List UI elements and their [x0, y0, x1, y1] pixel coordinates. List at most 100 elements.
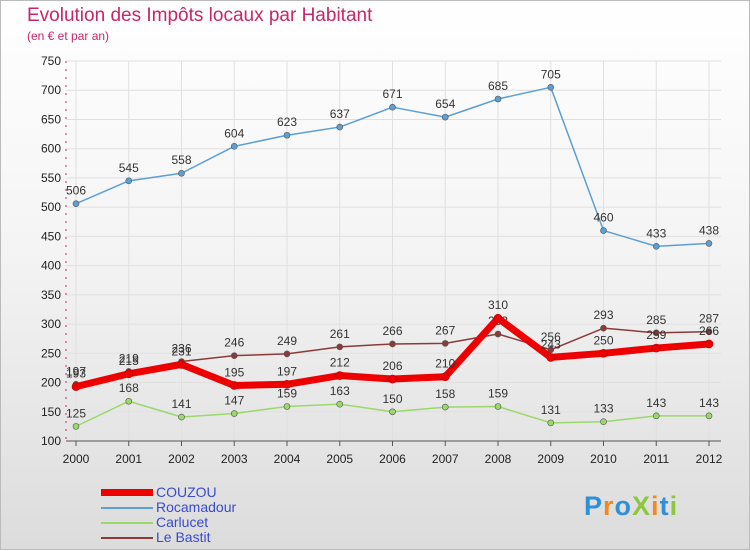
- data-point: [600, 324, 607, 332]
- y-tick-label: 150: [41, 405, 61, 419]
- y-tick-label: 500: [41, 200, 61, 214]
- x-tick-label: 2012: [696, 452, 723, 466]
- data-point: [652, 412, 660, 420]
- data-point: [494, 403, 502, 410]
- data-label: 310: [488, 298, 508, 312]
- data-label: 195: [224, 365, 244, 379]
- legend-swatch-le-bastit: [101, 536, 153, 539]
- data-point: [547, 346, 555, 354]
- data-label: 246: [224, 336, 244, 350]
- data-point: [230, 410, 238, 417]
- x-tick-label: 2008: [485, 452, 512, 466]
- data-label: 637: [330, 107, 350, 121]
- data-label: 219: [119, 351, 139, 365]
- proxiti-logo: ProXiti: [584, 491, 678, 522]
- data-point: [651, 343, 661, 353]
- data-label: 287: [699, 312, 719, 326]
- data-label: 604: [224, 126, 244, 140]
- y-tick-label: 600: [41, 142, 61, 156]
- legend-item-couzou: COUZOU: [101, 485, 236, 500]
- data-point: [705, 240, 713, 247]
- data-point: [282, 379, 292, 389]
- data-point: [652, 243, 660, 250]
- data-point: [546, 353, 556, 362]
- logo-letter: P: [584, 491, 604, 521]
- x-tick-label: 2000: [63, 452, 90, 466]
- data-label: 259: [646, 328, 666, 342]
- data-point: [72, 423, 80, 430]
- legend-swatch-couzou: [101, 489, 153, 496]
- data-point: [230, 352, 238, 359]
- data-label: 193: [66, 367, 86, 381]
- data-point: [178, 169, 185, 177]
- data-point: [335, 371, 345, 380]
- data-point: [71, 382, 81, 391]
- data-label: 150: [382, 392, 402, 406]
- data-label: 267: [435, 323, 455, 337]
- legend-item-le-bastit: Le Bastit: [101, 530, 236, 545]
- data-label: 197: [66, 364, 86, 378]
- data-label: 159: [277, 387, 297, 401]
- y-tick-label: 700: [41, 83, 61, 97]
- data-point: [283, 131, 291, 139]
- data-label: 256: [541, 330, 561, 344]
- y-tick-label: 250: [41, 346, 61, 360]
- chart-subtitle: (en € et par an): [27, 29, 110, 43]
- data-label: 243: [541, 337, 561, 351]
- data-label: 143: [646, 396, 666, 410]
- data-point: [389, 408, 396, 416]
- x-tick-label: 2006: [379, 452, 406, 466]
- legend-item-carlucet: Carlucet: [101, 515, 236, 530]
- data-label: 133: [593, 402, 613, 416]
- data-label: 215: [119, 354, 139, 368]
- data-label: 558: [171, 153, 191, 167]
- data-point: [336, 400, 344, 408]
- chart-title: Evolution des Impôts locaux par Habitant: [27, 5, 373, 26]
- data-label: 159: [488, 387, 508, 401]
- data-point: [230, 143, 238, 150]
- x-tick-label: 2004: [274, 452, 301, 466]
- data-label: 236: [171, 341, 191, 355]
- x-tick-label: 2011: [643, 452, 669, 466]
- data-label: 206: [382, 359, 402, 373]
- data-label: 623: [277, 115, 297, 129]
- data-point: [704, 339, 714, 349]
- data-point: [125, 177, 133, 185]
- data-point: [652, 329, 660, 337]
- data-point: [494, 330, 502, 338]
- data-label: 147: [224, 394, 244, 408]
- legend-swatch-rocamadour: [101, 506, 153, 509]
- y-tick-label: 100: [41, 434, 61, 448]
- y-tick-label: 650: [41, 112, 61, 126]
- y-tick-label: 450: [41, 229, 61, 243]
- y-tick-label: 550: [41, 171, 61, 185]
- legend-label-couzou: COUZOU: [156, 484, 217, 500]
- data-point: [441, 113, 449, 121]
- x-tick-label: 2005: [326, 452, 353, 466]
- logo-letter: i: [669, 491, 679, 521]
- data-label: 125: [66, 406, 86, 420]
- data-label: 143: [699, 396, 719, 410]
- y-tick-label: 200: [41, 376, 61, 390]
- data-point: [547, 84, 555, 91]
- data-label: 293: [593, 308, 613, 322]
- data-point: [389, 340, 396, 348]
- data-label: 249: [277, 334, 297, 348]
- data-label: 705: [541, 67, 561, 81]
- legend-label-rocamadour: Rocamadour: [156, 499, 237, 515]
- data-point: [229, 381, 239, 390]
- data-point: [441, 340, 449, 347]
- legend-item-rocamadour: Rocamadour: [101, 500, 236, 515]
- x-tick-label: 2002: [168, 452, 195, 466]
- data-label: 197: [277, 364, 297, 378]
- x-tick-label: 2001: [115, 452, 142, 466]
- data-point: [178, 413, 185, 421]
- data-label: 158: [435, 387, 455, 401]
- x-tick-label: 2010: [590, 452, 617, 466]
- data-label: 285: [646, 313, 666, 327]
- data-label: 141: [171, 397, 191, 411]
- data-point: [336, 343, 344, 351]
- data-label: 261: [330, 327, 350, 341]
- data-point: [600, 418, 607, 426]
